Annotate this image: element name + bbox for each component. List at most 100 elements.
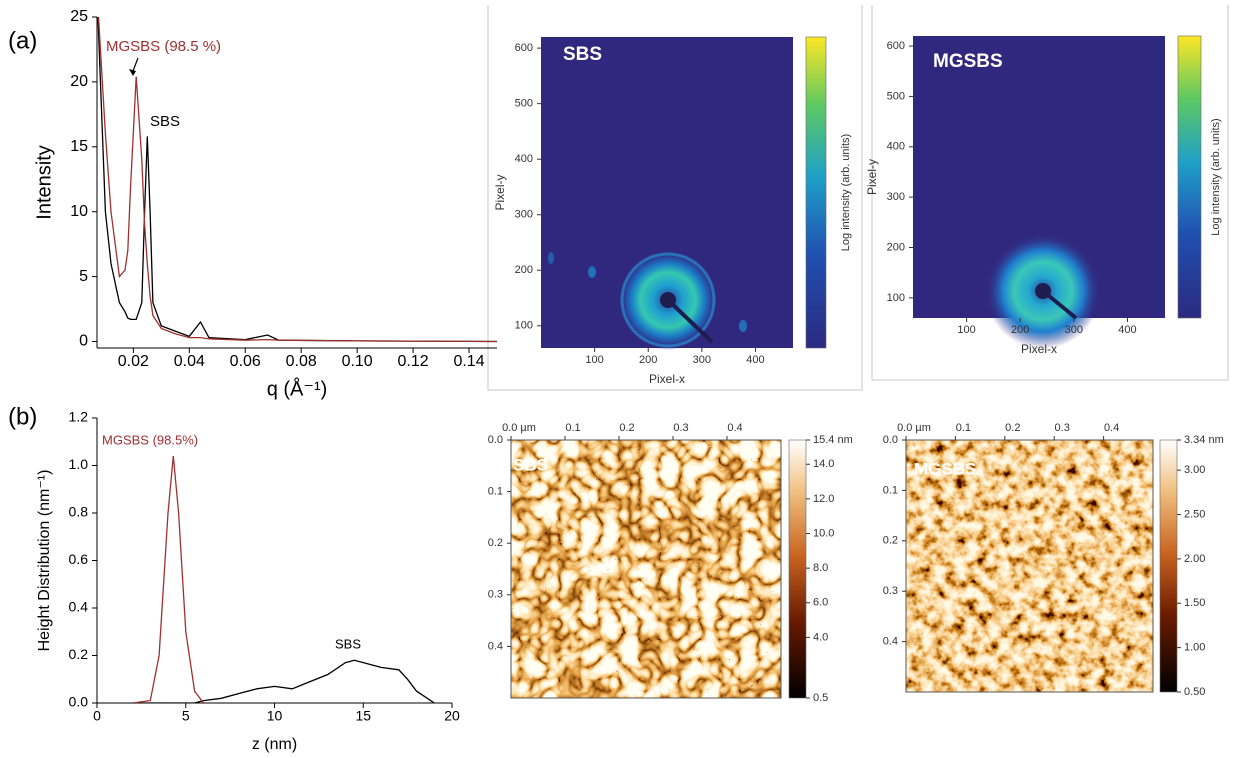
x-tick-label: 300	[693, 354, 711, 366]
y-tick-label: 0.0	[488, 434, 503, 446]
colorbar	[1159, 439, 1178, 693]
series-label: SBS	[150, 113, 180, 130]
image-title: SBS	[513, 455, 548, 474]
y-tick-label: 0.4	[883, 636, 898, 648]
y-tick-label: 100	[887, 292, 905, 304]
y-tick-label: 100	[515, 320, 533, 332]
image-title: SBS	[563, 44, 602, 65]
y-tick-label: 0.3	[488, 589, 503, 601]
x-tick-label: 0.1	[956, 422, 971, 434]
y-tick-label: 0	[79, 333, 88, 350]
image-title: MGSBS	[933, 51, 1003, 72]
colorbar-tick-label: 3.00	[1184, 464, 1205, 476]
colorbar-tick-label: 3.34 nm	[1184, 434, 1224, 446]
y-tick-label: 0.1	[883, 484, 898, 496]
x-tick-label: 0.08	[286, 353, 317, 370]
panel-frame	[487, 5, 863, 391]
y-tick-label: 200	[515, 264, 533, 276]
x-tick-label: 0.04	[174, 353, 205, 370]
y-tick-label: 0.6	[69, 551, 89, 567]
x-axis-label: Pixel-x	[649, 372, 685, 386]
y-tick-label: 600	[887, 40, 905, 52]
x-tick-label: 100	[585, 354, 603, 366]
x-tick-label: 0.2	[619, 422, 634, 434]
saxs-image	[541, 37, 793, 350]
panel-label: (a)	[8, 27, 37, 54]
data-line	[132, 659, 435, 703]
y-tick-label: 200	[887, 241, 905, 253]
colorbar-tick-label: 12.0	[813, 493, 834, 505]
y-tick-label: 0.4	[488, 640, 503, 652]
colorbar	[1177, 35, 1202, 319]
x-tick-label: 100	[957, 324, 975, 336]
x-tick-label: 0.3	[673, 422, 688, 434]
x-axis-label: Pixel-x	[1021, 342, 1057, 356]
y-tick-label: 1.0	[69, 456, 89, 472]
y-tick-label: 0.2	[883, 535, 898, 547]
x-tick-label: 0.3	[1055, 422, 1070, 434]
y-tick-label: 15	[70, 138, 88, 155]
x-tick-label: 0	[93, 708, 101, 724]
saxs-image	[913, 36, 1165, 349]
colorbar-tick-label: 2.50	[1184, 508, 1205, 520]
y-tick-label: 600	[515, 42, 533, 54]
afm-image	[906, 440, 1153, 692]
series-label: MGSBS (98.5 %)	[106, 38, 221, 55]
colorbar-tick-label: 0.5	[813, 692, 828, 704]
y-tick-label: 300	[515, 209, 533, 221]
y-tick-label: 0.3	[883, 585, 898, 597]
y-tick-label: 0.2	[69, 646, 89, 662]
series-label: SBS	[335, 636, 361, 651]
colorbar-tick-label: 15.4 nm	[813, 434, 853, 446]
image-title: MGSBS	[914, 459, 976, 478]
x-tick-label: 0.12	[398, 353, 429, 370]
x-axis-label: q (Å⁻¹)	[267, 377, 328, 400]
y-tick-label: 300	[887, 191, 905, 203]
x-tick-label: 0.10	[342, 353, 373, 370]
x-tick-label: 15	[355, 708, 371, 724]
data-line	[97, 17, 497, 343]
x-tick-label: 20	[444, 708, 460, 724]
colorbar-tick-label: 1.00	[1184, 642, 1205, 654]
data-line	[97, 17, 497, 343]
data-line	[132, 455, 205, 703]
y-tick-label: 25	[70, 8, 88, 25]
y-axis-label: Pixel-y	[865, 159, 879, 195]
y-tick-label: 5	[79, 268, 88, 285]
panel-frame	[871, 5, 1229, 381]
colorbar-tick-label: 4.0	[813, 631, 828, 643]
annotation-arrow	[132, 57, 139, 72]
x-tick-label: 0.06	[230, 353, 261, 370]
y-tick-label: 1.2	[69, 409, 89, 425]
annotation-arrowhead	[129, 69, 136, 76]
x-axis-label: z (nm)	[252, 736, 297, 753]
colorbar-tick-label: 6.0	[813, 597, 828, 609]
x-tick-label: 0.4	[727, 422, 742, 434]
x-tick-label: 0.1	[565, 422, 580, 434]
y-tick-label: 0.8	[69, 504, 89, 520]
y-tick-label: 400	[887, 141, 905, 153]
panel-label: (b)	[8, 403, 37, 430]
y-axis-label: Pixel-y	[493, 174, 507, 210]
colorbar	[788, 439, 807, 699]
colorbar-tick-label: 2.00	[1184, 553, 1205, 565]
y-tick-label: 0.1	[488, 486, 503, 498]
y-tick-label: 10	[70, 203, 88, 220]
y-tick-label: 0.0	[883, 434, 898, 446]
y-tick-label: 400	[515, 153, 533, 165]
colorbar-tick-label: 0.50	[1184, 686, 1205, 698]
x-tick-label: 0.14	[453, 353, 484, 370]
y-axis-label: Intensity	[33, 145, 55, 219]
x-tick-label: 10	[267, 708, 283, 724]
y-tick-label: 500	[515, 98, 533, 110]
x-tick-label: 0.4	[1104, 422, 1119, 434]
y-tick-label: 0.2	[488, 537, 503, 549]
x-tick-label: 0.02	[118, 353, 149, 370]
x-tick-label: 400	[746, 354, 764, 366]
y-tick-label: 20	[70, 73, 88, 90]
x-tick-label: 0.0 µm	[897, 422, 931, 434]
x-tick-label: 5	[182, 708, 190, 724]
y-axis-label: Height Distribution (nm⁻¹)	[36, 470, 53, 652]
x-tick-label: 200	[1011, 324, 1029, 336]
